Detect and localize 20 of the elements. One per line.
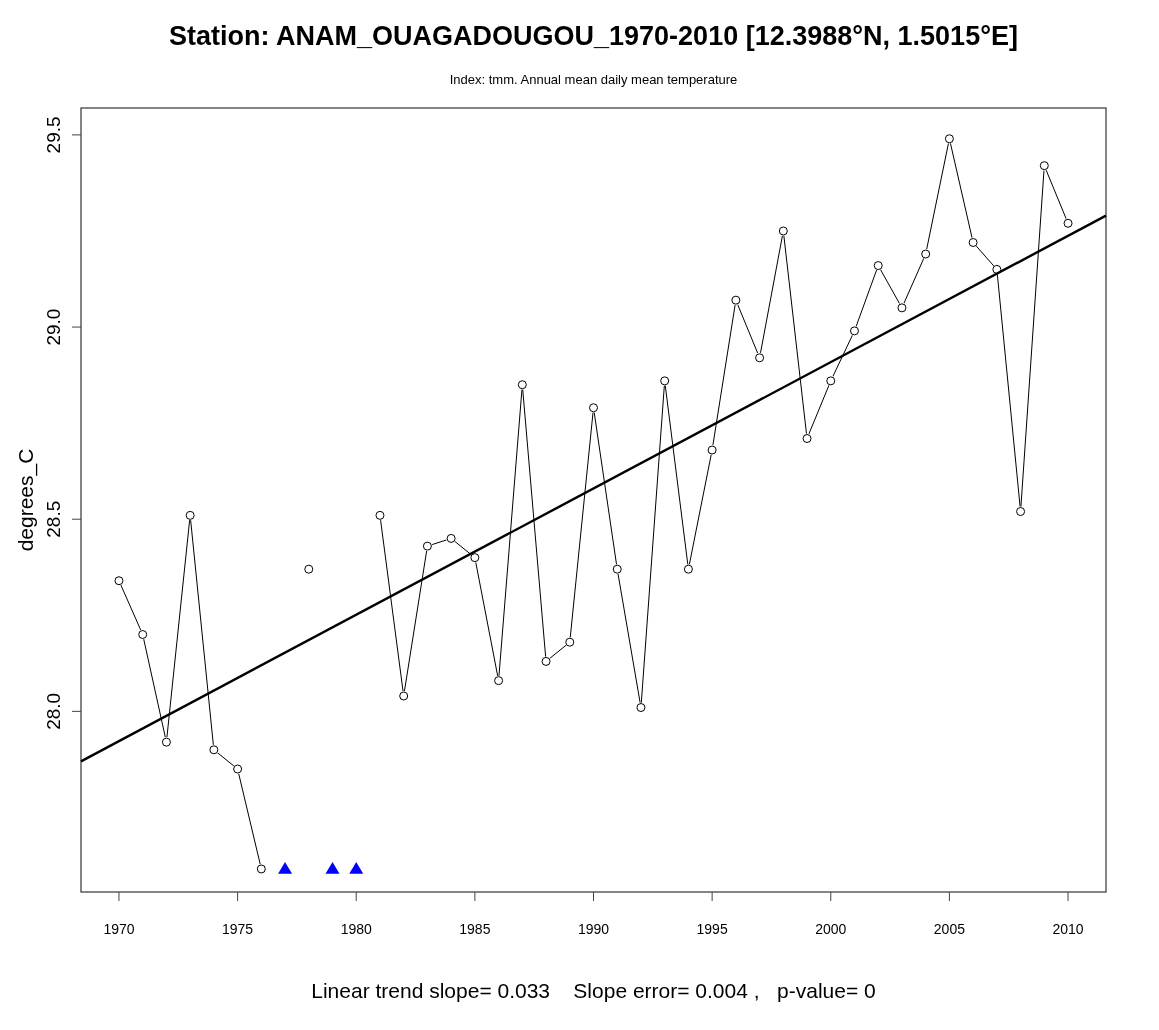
x-tick-label: 1975 bbox=[222, 921, 254, 937]
y-tick-label: 28.0 bbox=[43, 692, 64, 730]
x-tick-label: 1970 bbox=[103, 921, 135, 937]
y-tick-label: 29.0 bbox=[43, 308, 64, 346]
y-axis-title: degrees_C bbox=[14, 448, 38, 552]
x-tick-label: 1980 bbox=[340, 921, 373, 937]
x-tick-label: 1995 bbox=[696, 921, 728, 937]
chart-title: Station: ANAM_OUAGADOUGOU_1970-2010 [12.3988°N, 1.5015°E] bbox=[169, 21, 1018, 51]
point bbox=[349, 861, 364, 874]
x-tick-label: 1990 bbox=[577, 921, 610, 937]
y-tick-label: 28.5 bbox=[43, 500, 64, 538]
y-tick-label: 29.5 bbox=[43, 116, 64, 154]
chart-subtitle: Index: tmm. Annual mean daily mean temperature bbox=[449, 72, 738, 87]
point bbox=[325, 861, 340, 874]
point bbox=[278, 861, 293, 874]
x-tick-label: 2010 bbox=[1052, 921, 1084, 937]
x-tick-label: 1985 bbox=[459, 921, 491, 937]
x-tick-label: 2000 bbox=[815, 921, 847, 937]
text: Linear trend slope= 0.033 Slope error= 0.004 , p-value= 0 bbox=[311, 979, 876, 1002]
x-tick-label: 2005 bbox=[933, 921, 966, 937]
